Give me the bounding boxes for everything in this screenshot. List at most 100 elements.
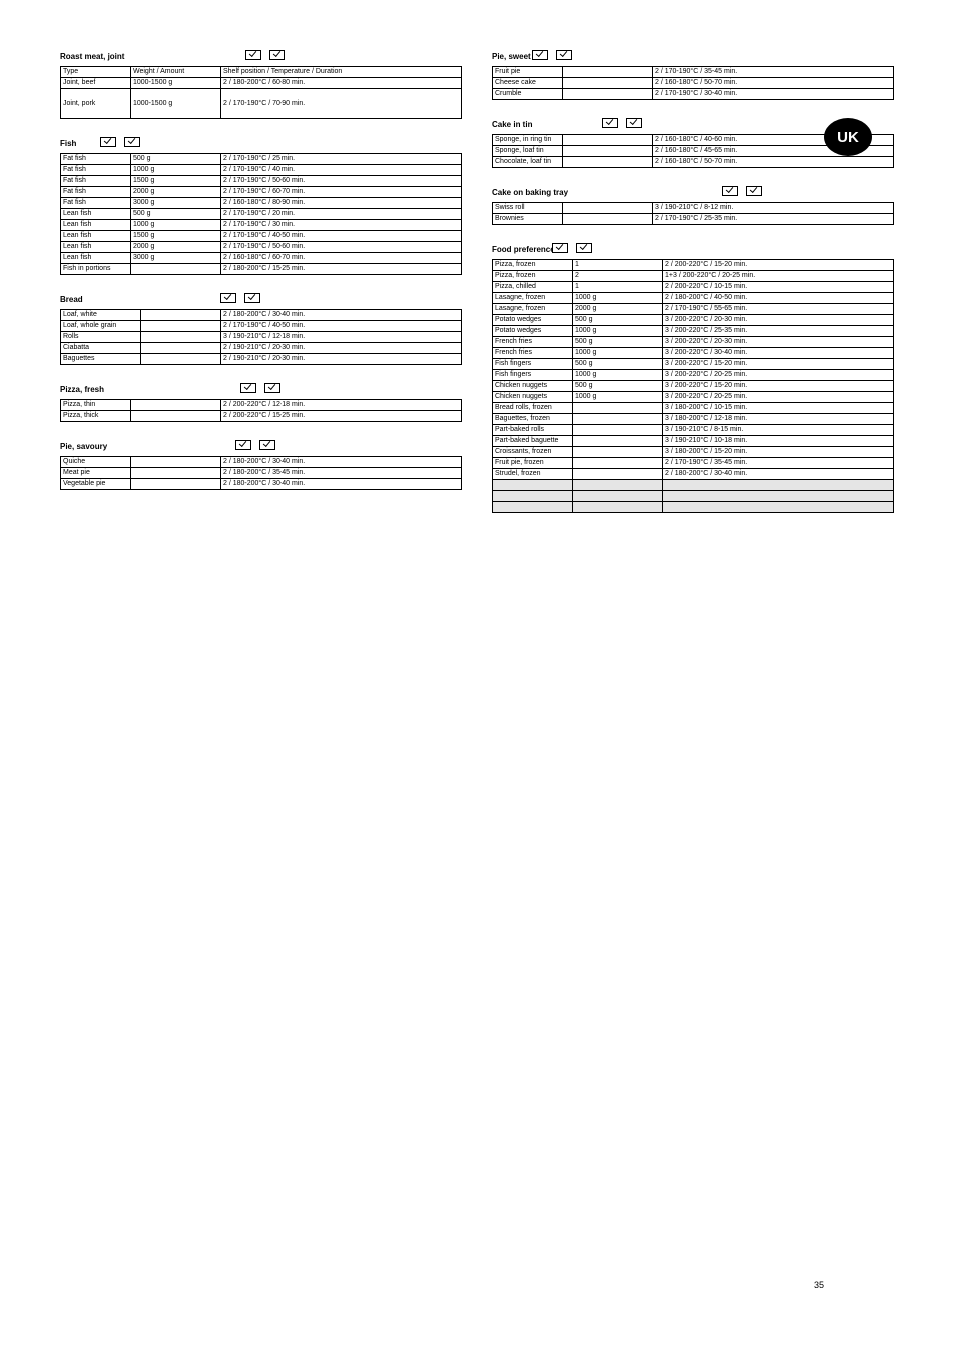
table-cell: 3 / 200-220°C / 25-35 min. [663,326,894,337]
table-row: Part-baked baguette 3 / 190-210°C / 10-18… [493,436,894,447]
table-fish: FishFat fish500 g2 / 170-190°C / 25 min.… [60,137,462,275]
table-cell [573,480,663,491]
table-title: Cake in tin [492,120,532,129]
table-cell [131,264,221,275]
table-cell: Part-baked rolls [493,425,573,436]
table-cell [663,491,894,502]
table-row [493,502,894,513]
table-cell: Chocolate, loaf tin [493,157,563,168]
table-cell: 2 / 180-200°C / 30-40 min. [221,457,462,468]
table-cell [563,157,653,168]
table-cell: Brownies [493,214,563,225]
checkbox-icon [626,118,642,128]
table-cell: Fat fish [61,198,131,209]
table-cell: 3000 g [131,198,221,209]
table-cell: 2 / 180-200°C / 60-80 min. [221,78,462,89]
table-title: Pie, sweet [492,52,531,61]
data-table: Pizza, thin2 / 200-220°C / 12-18 min.Piz… [60,399,462,422]
uk-badge: UK [824,118,872,156]
table-row: TypeWeight / AmountShelf position / Temp… [61,67,462,78]
table-cell [141,310,221,321]
table-cell: 1000 g [573,370,663,381]
checkbox-icon [556,50,572,60]
table-row: Lasagne, frozen2000 g2 / 170-190°C / 55-… [493,304,894,315]
table-cell [563,135,653,146]
table-cell: 3 / 190-210°C / 10-18 min. [663,436,894,447]
table-cell [573,447,663,458]
checkbox-icon [124,137,140,147]
checkbox-icon [576,243,592,253]
table-cell [493,480,573,491]
table-row: Cheese cake2 / 160-180°C / 50-70 min. [493,78,894,89]
table-cell: 1+3 / 200-220°C / 20-25 min. [663,271,894,282]
data-table: Loaf, white2 / 180-200°C / 30-40 min.Loa… [60,309,462,365]
checkbox-icon [100,137,116,147]
table-cell: 500 g [573,381,663,392]
table-cell: 1000 g [573,293,663,304]
table-cell: 1000 g [573,348,663,359]
checkbox-icon [264,383,280,393]
table-title: Pie, savoury [60,442,107,451]
table-row: Vegetable pie2 / 180-200°C / 30-40 min. [61,479,462,490]
table-cell: 1500 g [131,231,221,242]
table-row: Lean fish1500 g2 / 170-190°C / 40-50 min… [61,231,462,242]
checkbox-icon [245,50,261,60]
table-cell [563,214,653,225]
table-row: Loaf, whole grain2 / 170-190°C / 40-50 m… [61,321,462,332]
table-cell: 2 / 170-190°C / 40 min. [221,165,462,176]
table-cell: Lean fish [61,220,131,231]
table-cell: 3 / 180-200°C / 15-20 min. [663,447,894,458]
table-row [493,480,894,491]
table-cell [663,502,894,513]
table-row: Fat fish1500 g2 / 170-190°C / 50-60 min. [61,176,462,187]
table-cell: 3 / 200-220°C / 15-20 min. [663,381,894,392]
table-row: Lean fish1000 g2 / 170-190°C / 30 min. [61,220,462,231]
table-cell: Fruit pie [493,67,563,78]
table-cell: Chicken nuggets [493,392,573,403]
table-cell: Fish in portions [61,264,131,275]
table-cell: Pizza, chilled [493,282,573,293]
table-row: French fries1000 g3 / 200-220°C / 30-40 … [493,348,894,359]
table-row: Fat fish3000 g2 / 160-180°C / 80-90 min. [61,198,462,209]
table-cell: 1500 g [131,176,221,187]
table-cell: 2 / 170-190°C / 50-60 min. [221,242,462,253]
table-cell: 3 / 190-210°C / 8-12 min. [653,203,894,214]
data-table: Pizza, frozen12 / 200-220°C / 15-20 min.… [492,259,894,513]
table-cell [493,491,573,502]
table-row: Strudel, frozen2 / 180-200°C / 30-40 min… [493,469,894,480]
table-cell: 2 / 170-190°C / 30-40 min. [653,89,894,100]
table-cell: 2 / 190-210°C / 20-30 min. [221,343,462,354]
table-cell: Cheese cake [493,78,563,89]
table-row: Rolls3 / 190-210°C / 12-18 min. [61,332,462,343]
table-cell: Fish fingers [493,370,573,381]
table-cell [131,457,221,468]
table-cell: Rolls [61,332,141,343]
table-cell: Fat fish [61,154,131,165]
table-cell: 2 / 180-200°C / 15-25 min. [221,264,462,275]
table-cell: 2 / 190-210°C / 20-30 min. [221,354,462,365]
table-cell: 2 / 170-190°C / 20 min. [221,209,462,220]
table-cell: 3 / 200-220°C / 30-40 min. [663,348,894,359]
table-cell: 2 / 200-220°C / 12-18 min. [221,400,462,411]
table-cell: Quiche [61,457,131,468]
table-cell: Part-baked baguette [493,436,573,447]
checkbox-icon [244,293,260,303]
table-row: Quiche 2 / 180-200°C / 30-40 min. [61,457,462,468]
page-number: 35 [814,1280,824,1290]
table-bread: BreadLoaf, white2 / 180-200°C / 30-40 mi… [60,293,462,365]
table-cell [573,491,663,502]
table-cell: Loaf, white [61,310,141,321]
table-cell: 2 / 170-190°C / 25-35 min. [653,214,894,225]
table-row: Fruit pie2 / 170-190°C / 35-45 min. [493,67,894,78]
table-row: Fat fish1000 g2 / 170-190°C / 40 min. [61,165,462,176]
table-row: Bread rolls, frozen3 / 180-200°C / 10-15… [493,403,894,414]
table-row: Loaf, white2 / 180-200°C / 30-40 min. [61,310,462,321]
table-cell [663,480,894,491]
table-cell: Lean fish [61,253,131,264]
table-row: Fish fingers500 g3 / 200-220°C / 15-20 m… [493,359,894,370]
table-row: Joint, beef1000-1500 g2 / 180-200°C / 60… [61,78,462,89]
table-cell: 3000 g [131,253,221,264]
table-row: Chicken nuggets1000 g3 / 200-220°C / 20-… [493,392,894,403]
check-pair [245,50,285,60]
table-cell: 2 / 200-220°C / 15-20 min. [663,260,894,271]
